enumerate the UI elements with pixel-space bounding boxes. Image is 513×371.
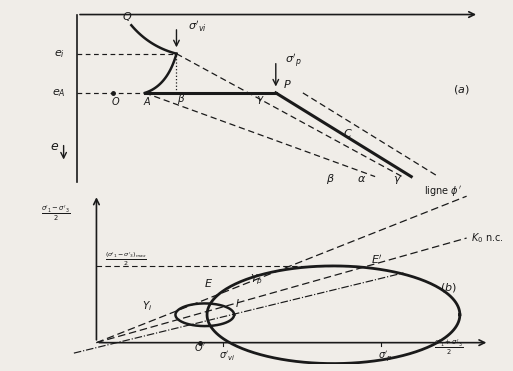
Text: $E'$: $E'$	[371, 253, 383, 266]
Text: $C$: $C$	[343, 127, 353, 139]
Text: $\sigma'_p$: $\sigma'_p$	[285, 52, 302, 69]
Text: $\gamma$: $\gamma$	[255, 94, 264, 106]
Text: $A$: $A$	[143, 95, 151, 107]
Text: ligne $\phi'$: ligne $\phi'$	[424, 184, 462, 198]
Text: $(a)$: $(a)$	[452, 83, 469, 96]
Text: $O$: $O$	[111, 95, 120, 107]
Text: $Y_i$: $Y_i$	[142, 299, 152, 313]
Text: $O'$: $O'$	[194, 341, 206, 353]
Text: $e_A$: $e_A$	[52, 87, 66, 99]
Text: $\sigma'_{vi}$: $\sigma'_{vi}$	[188, 20, 207, 35]
Text: $Q$: $Q$	[122, 10, 132, 23]
Text: $\sigma'_p$: $\sigma'_p$	[378, 349, 393, 364]
Text: $P$: $P$	[283, 78, 291, 89]
Text: $\beta$: $\beta$	[177, 92, 185, 106]
Text: $\sigma'_{vi}$: $\sigma'_{vi}$	[219, 349, 236, 363]
Text: $e_i$: $e_i$	[54, 48, 65, 60]
Text: $\alpha$: $\alpha$	[357, 174, 366, 184]
Text: $I$: $I$	[235, 297, 240, 309]
Text: $\gamma$: $\gamma$	[393, 174, 402, 186]
Text: $E$: $E$	[204, 277, 213, 289]
Text: $(b)$: $(b)$	[440, 281, 457, 294]
Text: $\frac{\sigma'_1-\sigma'_3}{2}$: $\frac{\sigma'_1-\sigma'_3}{2}$	[41, 203, 70, 224]
Text: $K_0$ n.c.: $K_0$ n.c.	[471, 231, 504, 245]
Text: $\frac{(\sigma'_1-\sigma'_3)_{max}}{2}$: $\frac{(\sigma'_1-\sigma'_3)_{max}}{2}$	[106, 250, 147, 267]
Text: $\frac{\sigma'_1+\sigma'_3}{2}$: $\frac{\sigma'_1+\sigma'_3}{2}$	[434, 338, 463, 358]
Text: $Y_p$: $Y_p$	[250, 272, 263, 286]
Text: $e$: $e$	[50, 140, 59, 153]
Text: $\beta$: $\beta$	[326, 172, 334, 186]
